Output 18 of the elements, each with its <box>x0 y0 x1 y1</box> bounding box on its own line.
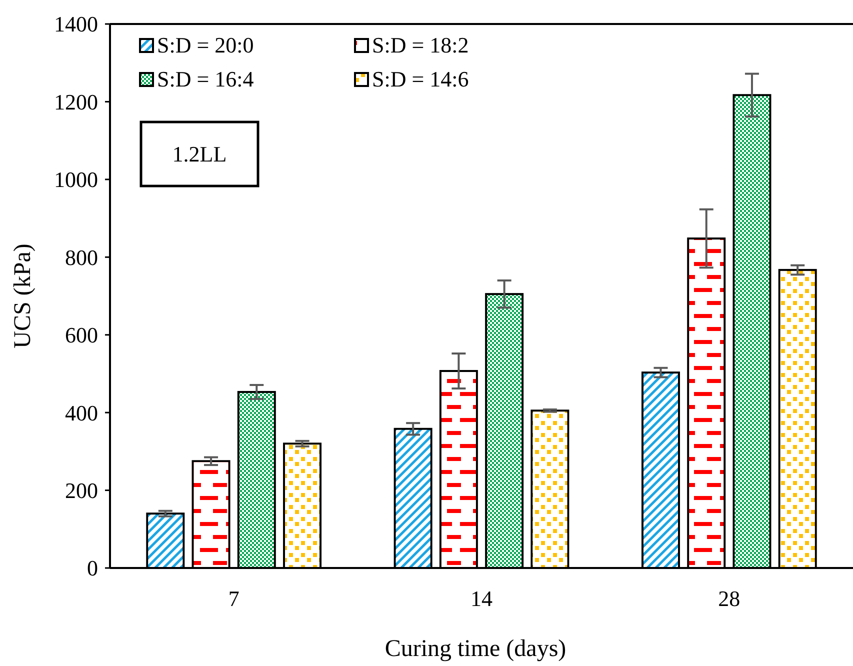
y-tick-label: 1000 <box>54 167 98 192</box>
x-tick-label: 7 <box>228 586 240 611</box>
y-axis-title: UCS (kPa) <box>10 244 36 348</box>
legend-label: S:D = 20:0 <box>157 32 254 58</box>
annotation: 1.2LL <box>172 142 227 167</box>
x-tick-label: 14 <box>470 586 492 611</box>
y-tick-label: 1400 <box>54 12 98 37</box>
y-tick-label: 0 <box>87 556 98 581</box>
y-tick-label: 400 <box>65 400 98 426</box>
legend-label: S:D = 14:6 <box>372 66 469 92</box>
x-axis-title: Curing time (days) <box>384 636 566 662</box>
legend-label: S:D = 16:4 <box>157 66 254 92</box>
y-tick-label: 600 <box>65 322 98 348</box>
y-tick-label: 800 <box>65 244 98 270</box>
y-tick-label: 200 <box>65 478 98 503</box>
x-tick-label: 28 <box>718 586 740 611</box>
y-tick-label: 1200 <box>54 89 98 114</box>
legend-label: S:D = 18:2 <box>372 32 469 58</box>
